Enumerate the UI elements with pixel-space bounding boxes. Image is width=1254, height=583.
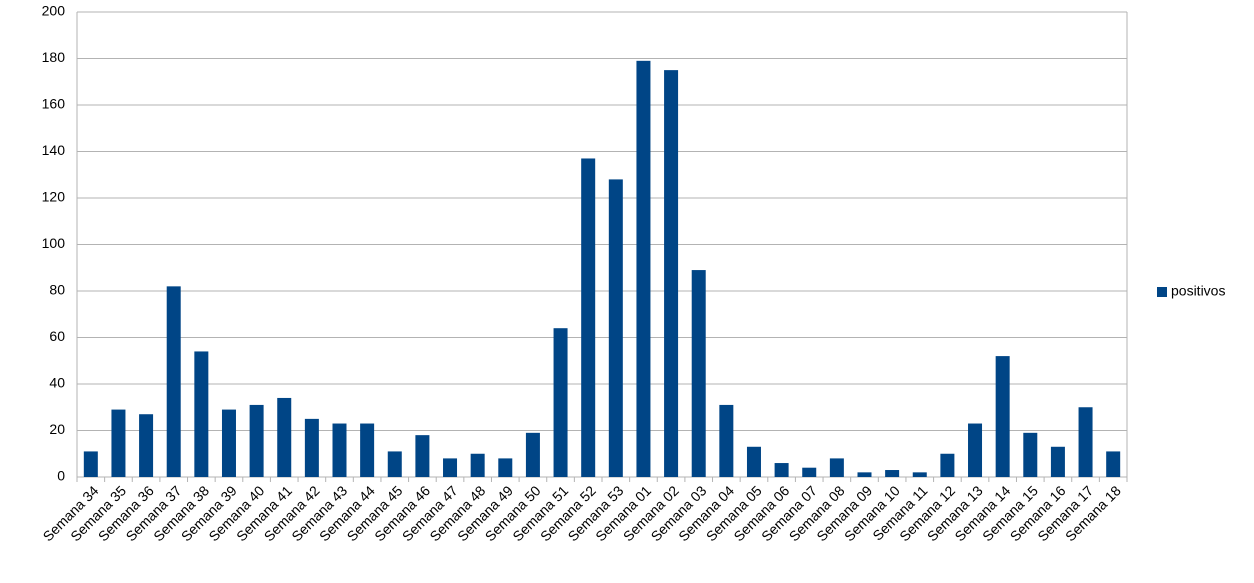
y-tick-label: 180 (42, 49, 66, 65)
bar (332, 423, 347, 477)
bar (940, 453, 955, 477)
bar (166, 286, 181, 477)
bar (249, 404, 264, 477)
bar (746, 446, 761, 477)
y-tick-label: 120 (42, 189, 66, 205)
bar (415, 435, 430, 477)
bar (857, 472, 872, 477)
bar (443, 458, 458, 477)
bar (636, 60, 651, 477)
bar (498, 458, 513, 477)
bar (1050, 446, 1065, 477)
bar (277, 397, 292, 477)
bar (774, 463, 789, 477)
bar (360, 423, 375, 477)
bar (221, 409, 236, 477)
bar (525, 432, 540, 477)
y-tick-label: 40 (49, 375, 65, 391)
bar (608, 179, 623, 477)
bar (553, 328, 568, 477)
bar (968, 423, 983, 477)
bar (194, 351, 209, 477)
bar (470, 453, 485, 477)
y-tick-label: 200 (42, 3, 66, 19)
legend-swatch (1157, 287, 1167, 297)
bar (1023, 432, 1038, 477)
bar (581, 158, 596, 477)
bar (83, 451, 98, 477)
y-tick-label: 80 (49, 282, 65, 298)
y-tick-label: 20 (49, 421, 65, 437)
bar (829, 458, 844, 477)
bar (387, 451, 402, 477)
bar (1078, 407, 1093, 477)
bar (719, 404, 734, 477)
bar (139, 414, 154, 477)
bar (111, 409, 126, 477)
bar (1106, 451, 1121, 477)
bar (304, 418, 319, 477)
y-tick-label: 140 (42, 142, 66, 158)
y-tick-label: 0 (57, 468, 65, 484)
bar (691, 270, 706, 477)
y-tick-label: 160 (42, 96, 66, 112)
bar (802, 467, 817, 477)
y-tick-label: 60 (49, 328, 65, 344)
bar (885, 470, 900, 477)
y-tick-label: 100 (42, 235, 66, 251)
bar (995, 356, 1010, 477)
legend-label: positivos (1171, 283, 1225, 299)
bar (912, 472, 927, 477)
bar (664, 70, 679, 477)
